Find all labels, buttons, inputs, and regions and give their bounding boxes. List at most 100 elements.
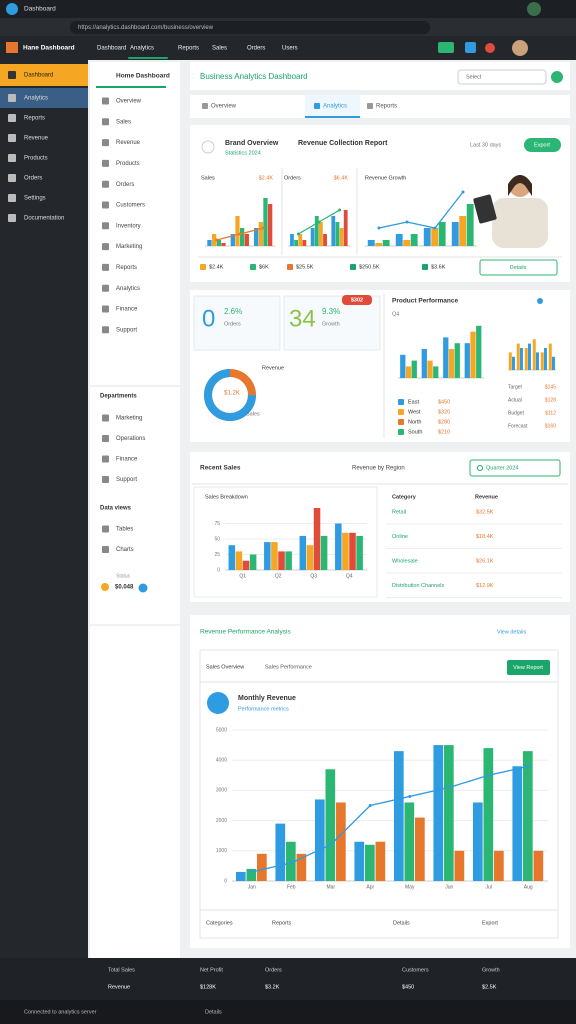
subnav-item[interactable]: Revenue (116, 140, 141, 146)
panel-tab[interactable]: Sales Overview (206, 664, 244, 670)
subnav-item[interactable]: Support (116, 477, 137, 483)
panel-footer-item[interactable]: Reports (272, 920, 292, 926)
donut-title: Revenue (262, 365, 284, 371)
filter-text[interactable]: Quarter 2024 (486, 465, 518, 471)
button-label[interactable]: Export (534, 142, 550, 148)
tab[interactable]: Analytics (323, 104, 347, 110)
sidebar-item[interactable]: Analytics (24, 96, 48, 102)
subnav-item[interactable]: Operations (116, 436, 145, 442)
sidebar-icon (8, 194, 16, 202)
y-tick-label: 50 (214, 536, 220, 542)
subnav-item[interactable]: Sales (116, 119, 131, 125)
url-field[interactable] (70, 21, 430, 34)
tab[interactable]: Overview (211, 104, 237, 110)
bar (235, 216, 240, 246)
bar (393, 751, 404, 881)
bar (313, 508, 321, 570)
mail-icon[interactable] (465, 42, 476, 53)
bar (367, 240, 375, 246)
subnav-item[interactable]: Marketing (116, 416, 142, 422)
legend-swatch (398, 409, 404, 415)
subnav-item[interactable]: Orders (116, 182, 134, 188)
bar (483, 748, 494, 881)
bar (285, 551, 292, 570)
card-title: Product Performance (392, 298, 458, 305)
subnav-item[interactable]: Overview (116, 99, 142, 105)
sidebar-item[interactable]: Orders (24, 176, 42, 182)
bar (415, 817, 425, 881)
panel-tab[interactable]: Sales Performance (265, 664, 312, 670)
subnav-item[interactable]: Analytics (116, 286, 140, 292)
subnav-item[interactable]: Finance (116, 307, 138, 313)
bar (522, 751, 533, 881)
subnav-icon (102, 263, 109, 271)
notify-icon[interactable] (438, 42, 454, 53)
table-cell: Online (392, 534, 408, 540)
subnav-item[interactable]: Support (116, 327, 137, 333)
bar (290, 234, 294, 246)
select-text[interactable]: Select (466, 74, 482, 80)
subnav-item[interactable]: Products (116, 161, 140, 167)
sidebar-item[interactable]: Products (24, 156, 48, 162)
nav-item[interactable]: Dashboard (97, 46, 126, 52)
bar (314, 216, 319, 246)
subnav-icon (102, 97, 109, 105)
sidebar-icon (8, 134, 16, 142)
subnav-item[interactable]: Customers (116, 203, 145, 209)
person-body (492, 198, 548, 248)
button-label[interactable]: View Report (513, 665, 543, 671)
bar (405, 366, 412, 378)
nav-item[interactable]: Analytics (130, 46, 154, 52)
subnav-item[interactable]: Tables (116, 527, 133, 533)
user-avatar[interactable] (512, 40, 528, 56)
browser-tab[interactable]: Dashboard (24, 6, 56, 13)
subnav-item[interactable]: Inventory (116, 223, 141, 229)
panel-footer-item[interactable]: Details (393, 920, 410, 926)
bar (470, 331, 476, 378)
details-button[interactable] (479, 259, 558, 276)
subnav-item[interactable]: Reports (116, 265, 137, 271)
app-bar (0, 36, 576, 60)
tab[interactable]: Reports (376, 104, 397, 110)
trend-point (487, 773, 491, 777)
stat-value: $2.4K (209, 264, 224, 270)
sidebar-item[interactable]: Documentation (24, 216, 64, 222)
legend-value: $145 (545, 384, 556, 390)
nav-item[interactable]: Sales (212, 46, 227, 52)
trend-point (329, 843, 333, 847)
button-label[interactable]: Details (510, 265, 527, 271)
trend-point (377, 226, 381, 230)
view-report-button[interactable] (507, 660, 550, 675)
subnav-item[interactable]: Charts (116, 547, 134, 553)
avatar[interactable] (527, 2, 541, 16)
panel-footer-item[interactable]: Export (482, 920, 498, 926)
subnav-underline (96, 86, 166, 88)
alert-icon[interactable] (485, 43, 495, 53)
legend-swatch (398, 399, 404, 405)
nav-item[interactable]: Orders (247, 46, 265, 52)
trend-point (296, 232, 300, 236)
info-icon[interactable] (537, 298, 543, 304)
legend-name: West (408, 409, 421, 415)
nav-item[interactable]: Users (282, 46, 298, 52)
sidebar-item[interactable]: Dashboard (24, 73, 53, 79)
sidebar-item[interactable]: Reports (24, 116, 45, 122)
card-title: Revenue Performance Analysis (200, 629, 291, 636)
nav-item[interactable]: Reports (178, 46, 199, 52)
subnav-item[interactable]: Finance (116, 457, 138, 463)
header-action[interactable] (551, 71, 563, 83)
chart-icon (207, 692, 229, 714)
export-button[interactable] (524, 138, 561, 152)
sidebar-item[interactable]: Revenue (24, 136, 49, 142)
select-box[interactable] (457, 69, 547, 85)
link[interactable]: View details (497, 629, 526, 635)
chart-title: Revenue Growth (365, 175, 406, 181)
bar (410, 234, 418, 246)
footer-label: Total Sales (108, 967, 135, 973)
card-title: Brand Overview (225, 140, 279, 147)
sidebar-item[interactable]: Settings (24, 196, 46, 202)
y-tick-label: 3000 (216, 788, 227, 794)
subnav-item[interactable]: Marketing (116, 244, 142, 250)
filter-box[interactable] (469, 459, 561, 477)
panel-footer-item[interactable]: Categories (206, 920, 233, 926)
